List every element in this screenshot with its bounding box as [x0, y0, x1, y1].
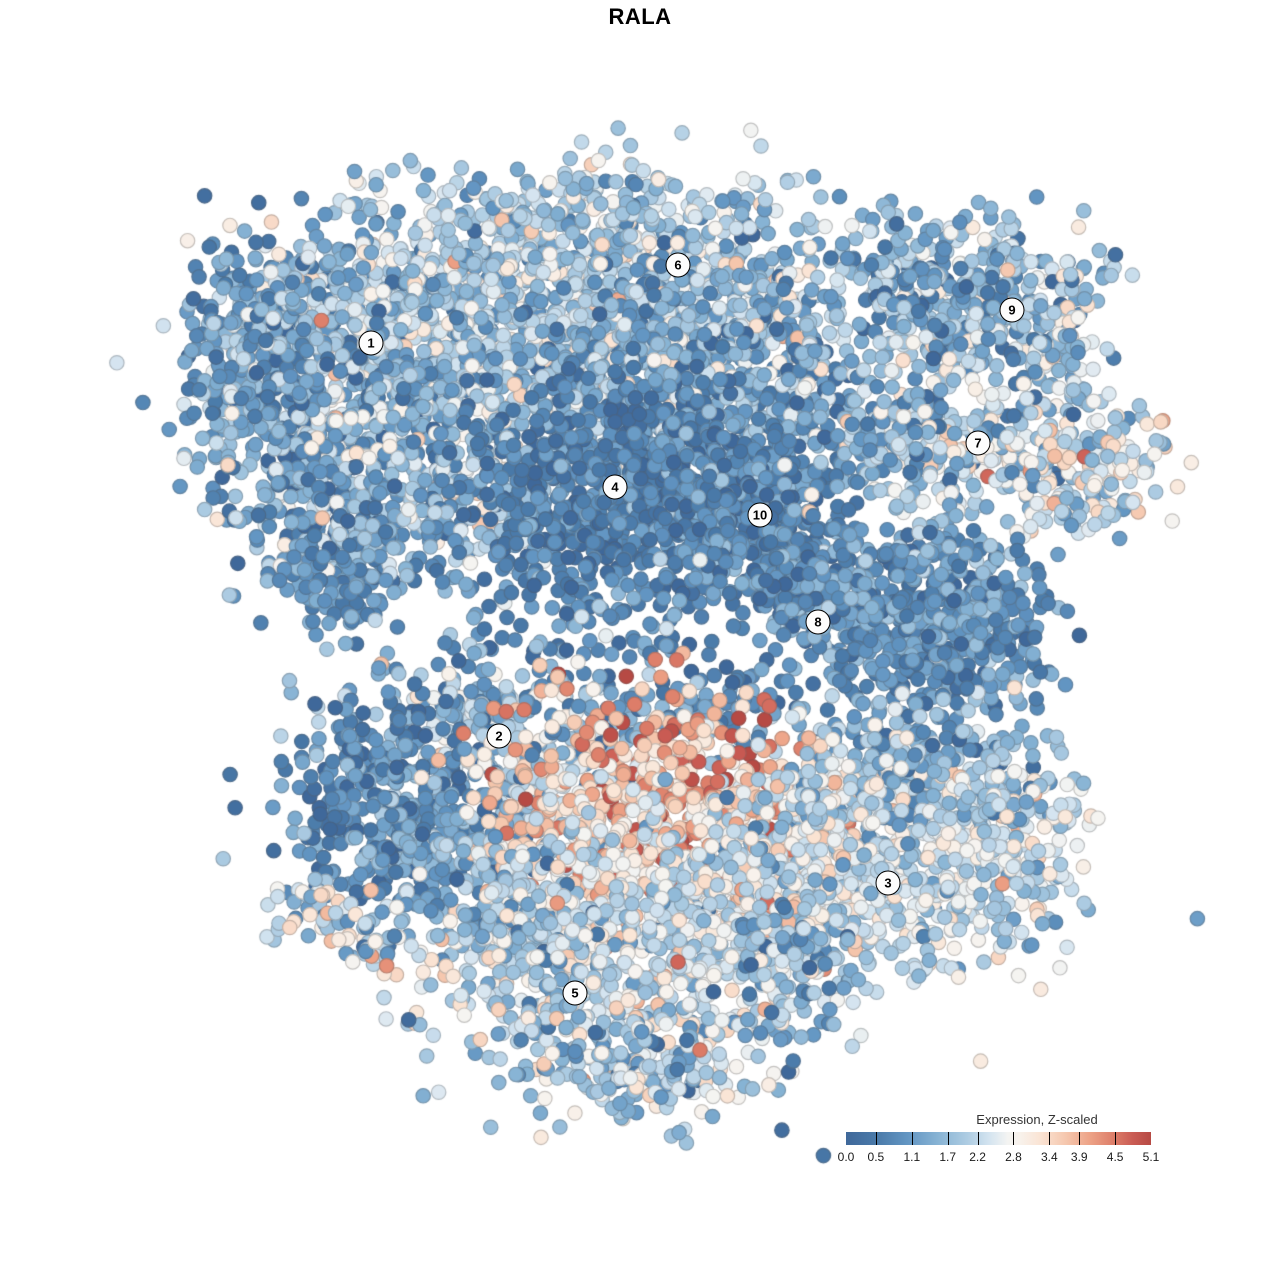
cluster-label-2: 2: [486, 723, 512, 749]
cluster-label-3: 3: [875, 870, 901, 896]
cluster-label-10: 10: [747, 502, 773, 528]
cluster-label-4: 4: [602, 474, 628, 500]
cluster-label-9: 9: [999, 297, 1025, 323]
cluster-label-8: 8: [805, 609, 831, 635]
cluster-label-7: 7: [965, 430, 991, 456]
cluster-label-6: 6: [665, 252, 691, 278]
cluster-label-1: 1: [358, 330, 384, 356]
cluster-label-5: 5: [562, 980, 588, 1006]
